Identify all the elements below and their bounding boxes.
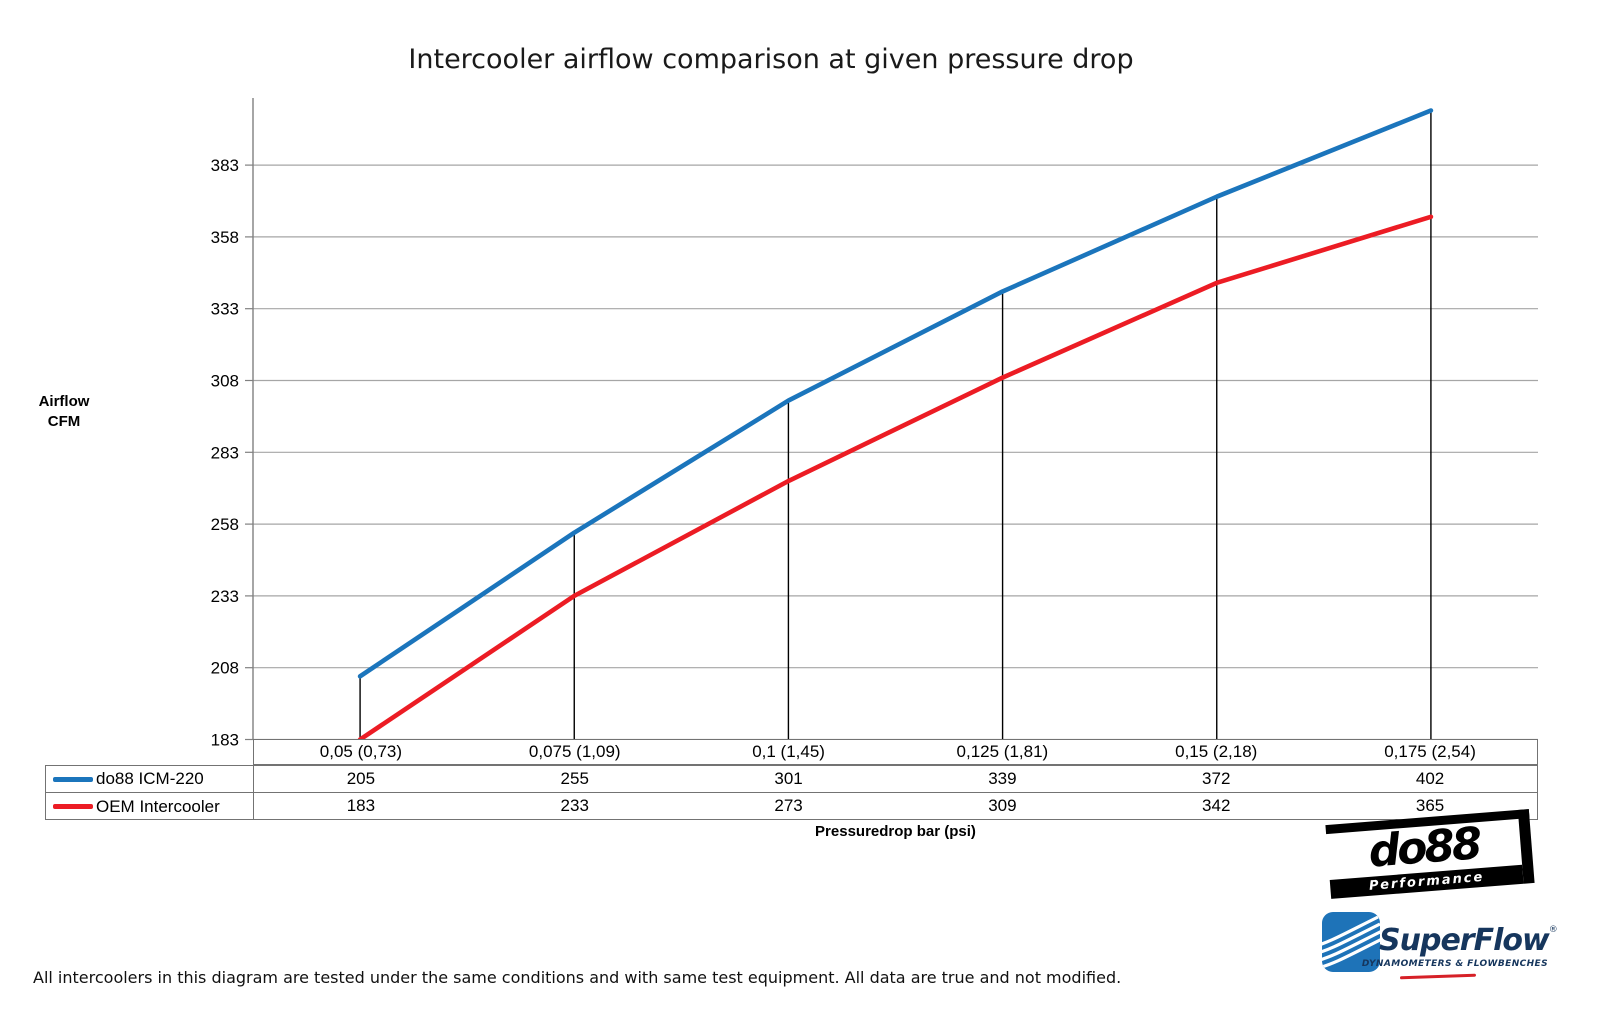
legend-line-swatch: [53, 776, 93, 782]
legend-cell: do88 ICM-220: [46, 766, 254, 792]
series-line-do88-icm-220: [357, 108, 1434, 679]
legend-cell: OEM Intercooler: [46, 793, 254, 820]
y-tick-label: 308: [211, 372, 239, 391]
y-tick-label: 283: [211, 443, 239, 462]
x-axis-title: Pressuredrop bar (psi): [815, 823, 976, 840]
y-axis-title: Airflow CFM: [18, 392, 110, 432]
superflow-wordmark: SuperFlow®: [1379, 923, 1558, 958]
category-cell: 0,175 (2,54): [1384, 742, 1476, 761]
value-cell: 205: [346, 769, 376, 788]
category-cell: 0,15 (2,18): [1175, 742, 1258, 761]
y-tick-label: 258: [211, 515, 239, 534]
value-cell: 339: [988, 769, 1017, 788]
y-tick-label: 183: [211, 731, 239, 750]
category-cell: 0,125 (1,81): [956, 742, 1049, 761]
superflow-red-accent: [1399, 973, 1477, 980]
category-cell: 0,075 (1,09): [528, 742, 621, 761]
value-cell: 233: [560, 796, 589, 815]
superflow-tagline: DYNAMOMETERS & FLOWBENCHES: [1361, 959, 1548, 969]
superflow-logo: SuperFlow® DYNAMOMETERS & FLOWBENCHES: [1322, 912, 1558, 982]
value-cell: 402: [1415, 769, 1445, 788]
value-cell: 309: [988, 796, 1017, 815]
superflow-flow-icon: [1322, 912, 1380, 972]
value-cell: 255: [560, 769, 589, 788]
value-cell: 372: [1202, 769, 1231, 788]
registered-mark-icon: ®: [1548, 925, 1558, 935]
legend-label: do88 ICM-220: [96, 769, 204, 788]
y-tick-label: 358: [211, 228, 239, 247]
legend-line-swatch: [53, 804, 93, 809]
x-category-row: 0,05 (0,73) 0,075 (1,09) 0,1 (1,45) 0,125 (…: [253, 739, 1538, 765]
value-cell: 342: [1202, 796, 1231, 815]
category-cell: 0,05 (0,73): [319, 742, 403, 761]
y-axis-title-line1: Airflow: [38, 393, 90, 410]
table-row: OEM Intercooler 183 233 273 309 342 365: [46, 793, 1537, 820]
value-cell: 183: [346, 796, 376, 815]
data-table: do88 ICM-220 205 255 301 339 372 402 OEM Interc…: [45, 765, 1538, 820]
chart-title: Intercooler airflow comparison at given …: [408, 44, 1134, 75]
disclaimer-text: All intercoolers in this diagram are tes…: [33, 968, 1122, 987]
value-cell: 301: [774, 769, 803, 788]
y-tick-label: 383: [211, 156, 239, 175]
y-tick-label: 333: [211, 300, 239, 319]
category-cell: 0,1 (1,45): [752, 742, 825, 761]
y-axis-title-line2: CFM: [47, 413, 81, 430]
value-cell: 273: [774, 796, 803, 815]
value-cell: 365: [1415, 796, 1445, 815]
series-line-oem-intercooler: [357, 214, 1434, 742]
table-row: do88 ICM-220 205 255 301 339 372 402: [46, 766, 1537, 793]
y-tick-label: 233: [211, 587, 239, 606]
y-tick-label: 208: [211, 659, 239, 678]
legend-label: OEM Intercooler: [96, 796, 220, 816]
